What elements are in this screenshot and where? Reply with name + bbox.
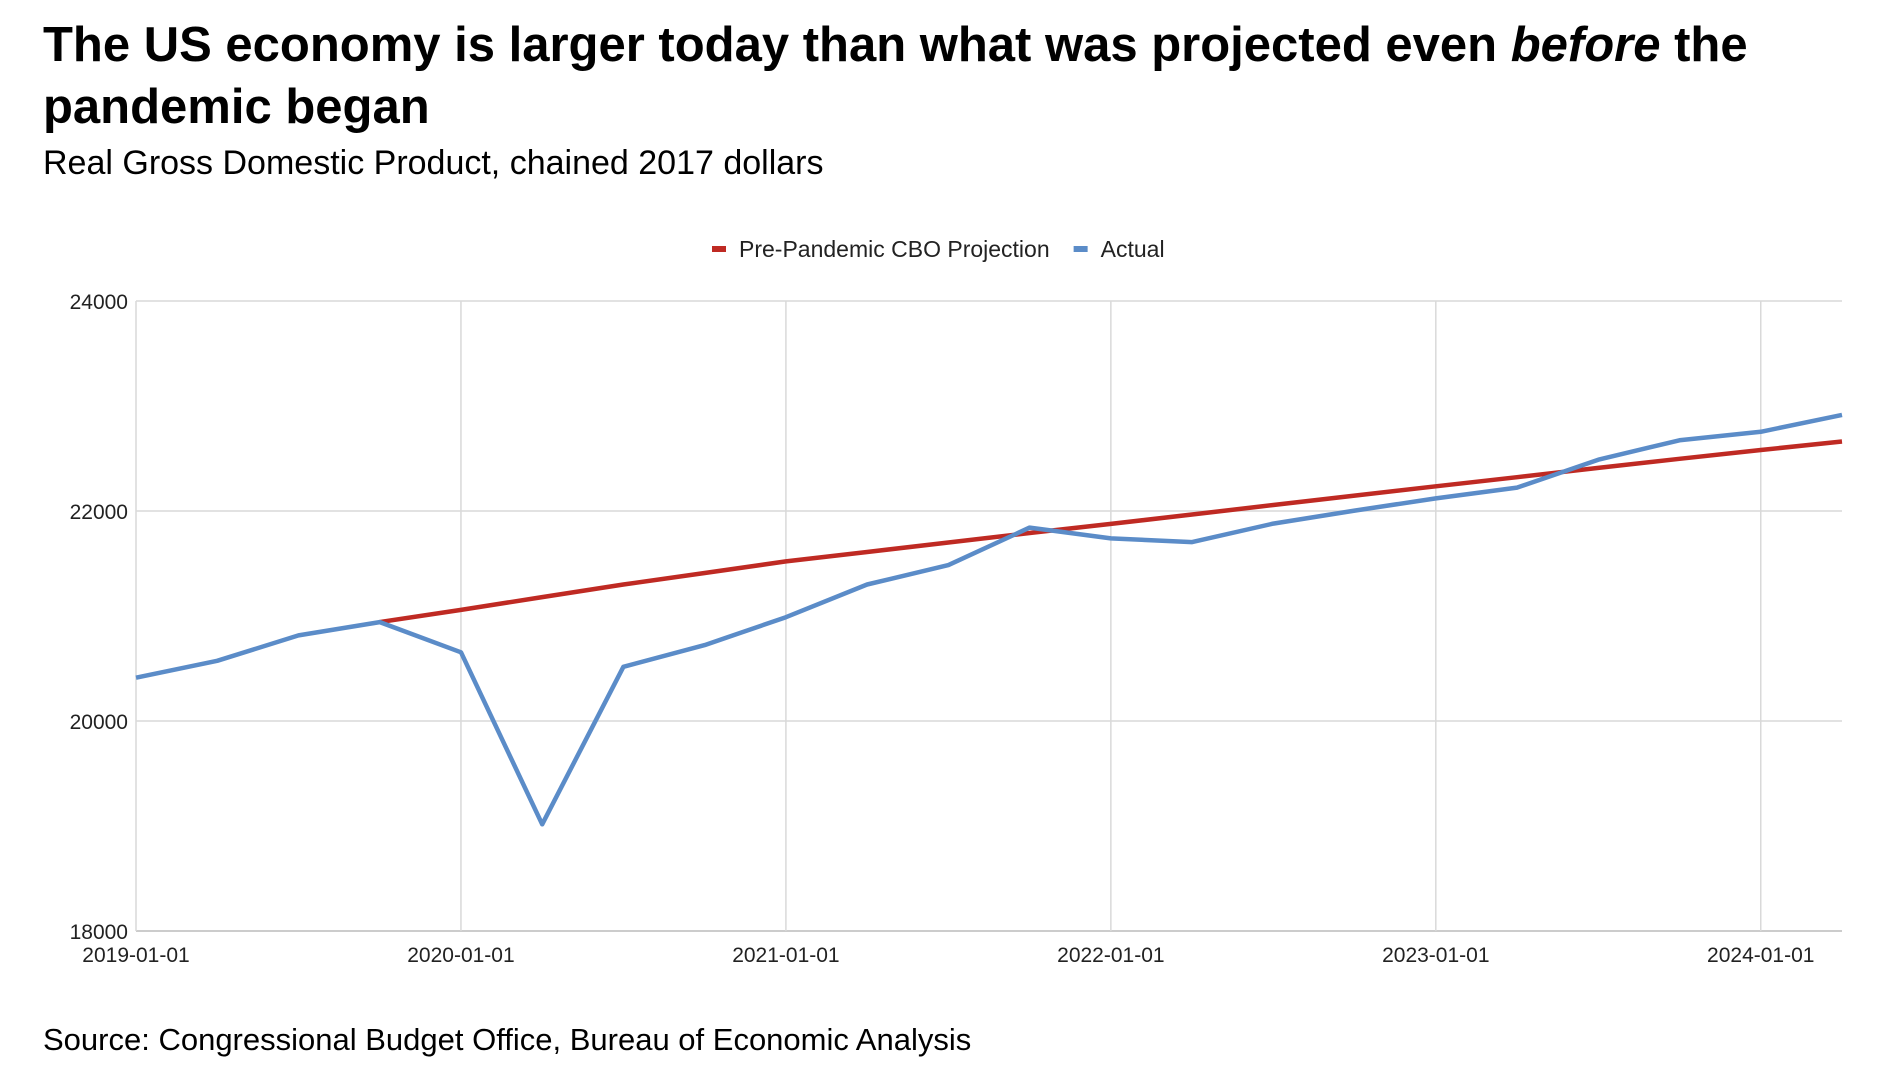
gridlines bbox=[135, 300, 1842, 932]
y-tick-label: 20000 bbox=[70, 711, 128, 734]
legend-swatch bbox=[712, 246, 726, 252]
title-text-end: the pandemic began bbox=[43, 18, 1748, 134]
series-line-actual bbox=[135, 412, 1843, 827]
x-tick-label: 2021-01-01 bbox=[732, 944, 839, 967]
legend: Pre-Pandemic CBO Projection Actual bbox=[712, 236, 1165, 262]
axis-labels: 18000 20000 22000 24000 2019-01-01 2020-01-01… bbox=[70, 291, 1815, 967]
source-note: Source: Congressional Budget Office, Bur… bbox=[43, 1022, 972, 1057]
legend-label: Pre-Pandemic CBO Projection bbox=[739, 236, 1050, 262]
x-tick-label: 2019-01-01 bbox=[82, 944, 189, 967]
x-tick-label: 2022-01-01 bbox=[1057, 944, 1164, 967]
title-emphasis: before bbox=[1510, 18, 1661, 72]
title-text: The US economy is larger today than what… bbox=[43, 18, 1511, 72]
x-tick-label: 2024-01-01 bbox=[1707, 944, 1814, 967]
y-tick-label: 22000 bbox=[70, 501, 128, 524]
legend-swatch bbox=[1073, 246, 1088, 252]
legend-label: Actual bbox=[1101, 236, 1165, 262]
series-lines bbox=[135, 412, 1843, 827]
chart-subtitle: Real Gross Domestic Product, chained 201… bbox=[43, 144, 824, 182]
x-tick-label: 2023-01-01 bbox=[1382, 944, 1489, 967]
chart-title: The US economy is larger today than what… bbox=[43, 14, 1883, 138]
y-tick-label: 24000 bbox=[70, 291, 128, 314]
y-tick-label: 18000 bbox=[70, 921, 128, 944]
x-tick-label: 2020-01-01 bbox=[407, 944, 514, 967]
